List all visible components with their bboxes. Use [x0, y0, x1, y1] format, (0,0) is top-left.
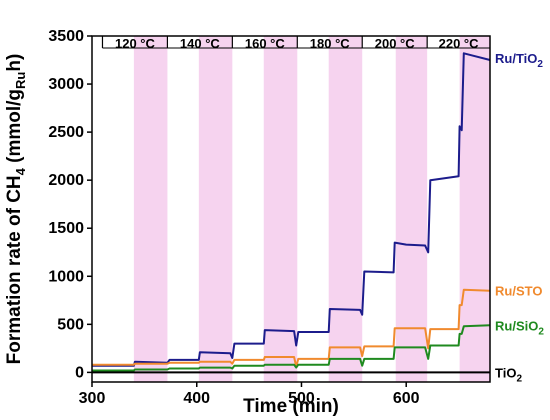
- x-axis-title: Time (min): [243, 396, 339, 417]
- series-label-main: Ru/SiO: [495, 318, 538, 333]
- y-axis-title-sub2: Ru: [13, 72, 28, 89]
- temperature-sections: 120 °C 140 °C 160 °C 180 °C 200 °C 220 °C: [101, 36, 490, 51]
- temperature-label-3: 160 °C: [245, 36, 286, 51]
- temperature-label-6: 220 °C: [439, 36, 480, 51]
- series-label-tio2: TiO2: [495, 365, 522, 384]
- series-line-ru-sio2: [92, 324, 491, 372]
- series-label-sub: 2: [516, 373, 522, 384]
- series-label-ru-sto: Ru/STO: [495, 284, 542, 299]
- shaded-intervals: [133, 36, 490, 382]
- shaded-interval-3: [263, 36, 298, 382]
- y-tick-label: 500: [57, 316, 84, 333]
- shaded-interval-4: [328, 36, 363, 382]
- plot-frame: [91, 35, 491, 383]
- shaded-interval-1: [133, 36, 168, 382]
- y-axis-title-mid: (mmol/g: [4, 89, 25, 168]
- series-line-ru-tio2: [92, 52, 491, 367]
- y-tick-label: 1500: [48, 220, 84, 237]
- series-label-ru-sio2: Ru/SiO2: [495, 318, 544, 337]
- y-tick-label: 1000: [48, 268, 84, 285]
- x-tick-label: 600: [393, 390, 420, 407]
- x-tick-label: 500: [288, 390, 315, 407]
- series-label-main: Ru/TiO: [495, 51, 537, 66]
- series-label-sub: 2: [537, 59, 543, 70]
- y-axis-title: Formation rate of CH4 (mmol/gRuh): [4, 54, 28, 365]
- y-axis-title-prefix: Formation rate of CH: [4, 175, 25, 364]
- axis-ticks: 300 400 500 600 0 500 1000 1500 2000 2500 3000 3500: [48, 28, 419, 407]
- series-label-main: Ru/STO: [495, 284, 542, 299]
- shaded-interval-5: [395, 36, 428, 382]
- y-axis-title-suffix: h): [4, 54, 25, 72]
- y-tick-label: 2000: [48, 172, 84, 189]
- series-label-ru-tio2: Ru/TiO2: [495, 51, 543, 70]
- temperature-label-4: 180 °C: [310, 36, 351, 51]
- shaded-interval-2: [198, 36, 233, 382]
- series-label-main: TiO: [495, 365, 516, 380]
- series-line-ru-sto: [92, 288, 491, 368]
- y-axis-title-sub1: 4: [13, 167, 28, 175]
- x-tick-label: 400: [183, 390, 210, 407]
- temperature-label-1: 120 °C: [115, 36, 156, 51]
- y-tick-label: 0: [75, 364, 84, 381]
- series-label-sub: 2: [538, 326, 544, 337]
- y-tick-label: 2500: [48, 124, 84, 141]
- x-tick-label: 300: [79, 390, 106, 407]
- y-tick-label: 3500: [48, 28, 84, 45]
- y-tick-label: 3000: [48, 76, 84, 93]
- temperature-label-5: 200 °C: [375, 36, 416, 51]
- temperature-label-2: 140 °C: [180, 36, 221, 51]
- shaded-interval-6: [459, 36, 490, 382]
- series-lines: [92, 52, 491, 374]
